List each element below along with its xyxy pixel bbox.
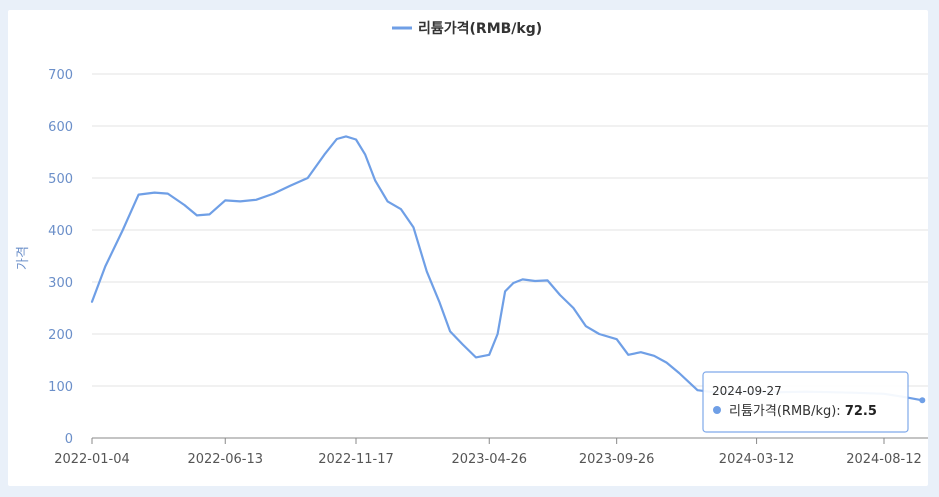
y-tick-label: 100 [48, 380, 73, 395]
y-tick-label: 700 [48, 68, 73, 83]
x-tick-label: 2023-04-26 [451, 452, 527, 467]
tooltip-date: 2024-09-27 [712, 384, 782, 398]
tooltip-value: 72.5 [845, 404, 877, 419]
y-tick-label: 0 [65, 432, 73, 447]
legend-label: 리튬가격(RMB/kg) [418, 20, 542, 37]
y-tick-label: 200 [48, 328, 73, 343]
x-tick-label: 2024-03-12 [719, 452, 795, 467]
x-tick-label: 2022-06-13 [187, 452, 263, 467]
y-axis-ticks: 0 100 200 300 400 500 600 700 [48, 68, 73, 447]
y-tick-label: 400 [48, 224, 73, 239]
x-tick-label: 2023-09-26 [579, 452, 655, 467]
x-tick-label: 2024-08-12 [846, 452, 922, 467]
y-tick-label: 500 [48, 172, 73, 187]
gridlines [92, 73, 928, 387]
y-axis-label: 가격 [16, 246, 31, 270]
x-axis: 2022-01-04 2022-06-13 2022-11-17 2023-04-26… [54, 437, 928, 467]
tooltip-series-marker [713, 406, 721, 414]
x-tick-label: 2022-11-17 [318, 452, 394, 467]
tooltip-series-name: 리튬가격(RMB/kg): [729, 404, 845, 419]
series-layer[interactable] [90, 135, 926, 404]
x-tick-label: 2022-01-04 [54, 452, 130, 467]
legend[interactable]: 리튬가격(RMB/kg) [392, 20, 542, 37]
last-point-marker [919, 397, 926, 404]
series-line[interactable] [90, 135, 924, 402]
y-tick-label: 600 [48, 120, 73, 135]
tooltip-series-label: 리튬가격(RMB/kg): 72.5 [729, 404, 877, 419]
tooltip-box [702, 371, 909, 433]
tooltip: 2024-09-27 리튬가격(RMB/kg): 72.5 [702, 371, 909, 433]
y-tick-label: 300 [48, 276, 73, 291]
